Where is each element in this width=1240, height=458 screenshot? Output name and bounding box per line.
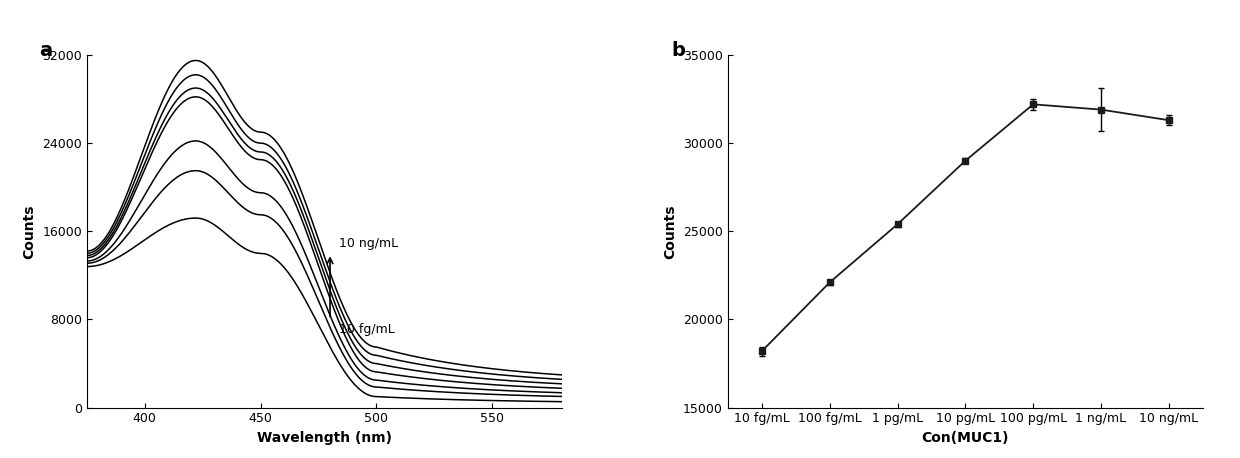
Y-axis label: Counts: Counts (663, 204, 677, 258)
Text: 10 ng/mL: 10 ng/mL (340, 237, 398, 250)
Y-axis label: Counts: Counts (22, 204, 37, 258)
Text: 10 fg/mL: 10 fg/mL (340, 323, 396, 336)
Text: b: b (671, 41, 684, 60)
X-axis label: Wavelength (nm): Wavelength (nm) (257, 431, 392, 445)
Text: a: a (40, 41, 52, 60)
X-axis label: Con(MUC1): Con(MUC1) (921, 431, 1009, 445)
